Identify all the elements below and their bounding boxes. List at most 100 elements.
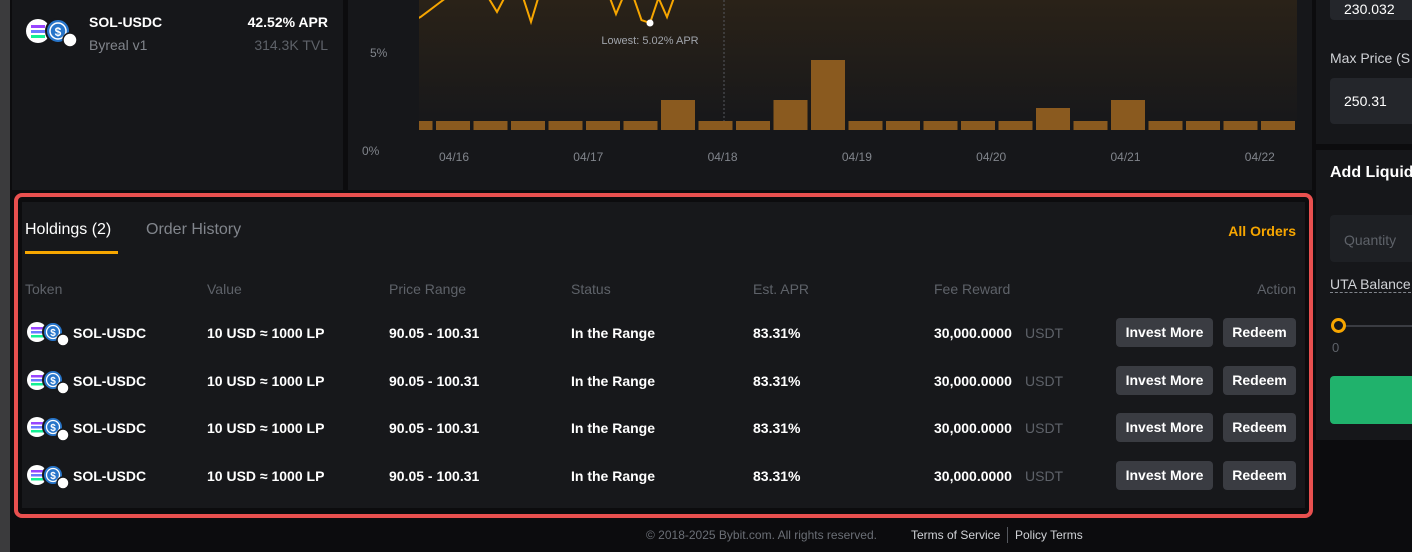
column-header: Status [571, 281, 611, 297]
footer-link[interactable]: Policy Terms [1015, 528, 1083, 542]
input[interactable] [1330, 0, 1412, 20]
est-apr: 83.31% [753, 325, 801, 341]
bar [773, 100, 808, 130]
footer-link[interactable]: Terms of Service [911, 528, 1001, 542]
bar [548, 121, 583, 130]
column-header: Value [207, 281, 242, 297]
y-label: 5% [370, 46, 388, 60]
bar [586, 121, 620, 130]
price-range: 90.05 - 100.31 [389, 420, 480, 436]
chart-panel: 5% 0% Lowest: 5.02% APR 04/16 04/17 04/18 0… [348, 0, 1312, 190]
x-label: 04/22 [1245, 150, 1275, 164]
value: 10 USD ≈ 1000 LP [207, 420, 325, 436]
invest-button[interactable]: Invest More [1116, 413, 1213, 442]
bar [1036, 108, 1070, 130]
bar [1148, 121, 1183, 130]
panel-title: Add Liquid [1330, 164, 1412, 181]
price-range: 90.05 - 100.31 [389, 372, 480, 389]
annotation: Lowest: 5.02% APR [601, 35, 698, 47]
svg-text:$: $ [50, 471, 56, 482]
token-icon: $ [25, 319, 71, 354]
all-orders-link[interactable]: All Orders [1228, 223, 1296, 239]
slider-track[interactable] [1338, 325, 1412, 327]
token-icon: $ [26, 18, 78, 48]
value: 10 USD ≈ 1000 LP [207, 325, 325, 341]
x-label: 04/19 [842, 150, 872, 164]
separator [1007, 527, 1008, 543]
svg-text:$: $ [55, 25, 62, 39]
bar [848, 121, 883, 130]
edge [0, 0, 10, 552]
column-header: Action [1257, 281, 1296, 297]
bar [419, 121, 433, 130]
pool-apr: 42.52% APR [247, 14, 328, 30]
plot-bg [419, 0, 1297, 130]
x-label: 04/17 [573, 150, 603, 164]
balance-label: UTA Balance [1330, 276, 1411, 293]
value: 10 USD ≈ 1000 LP [207, 372, 325, 389]
pool-tvl: 314.3K TVL [254, 37, 328, 53]
status: In the Range [571, 467, 656, 484]
fee-reward: 30,000.0000 [934, 420, 1012, 436]
value: 10 USD ≈ 1000 LP [207, 467, 325, 484]
fee-unit: USDT [1025, 420, 1064, 436]
highlight [14, 193, 1313, 518]
liquidity-panel: Add Liquid Quantity UTA Balance 0 [1316, 150, 1412, 440]
price-range: 90.05 - 100.31 [389, 467, 480, 484]
svg-text:$: $ [50, 376, 56, 387]
status: In the Range [571, 372, 656, 389]
pool-panel: $ SOL-USDC Byreal v1 42.52% APR 314.3K T… [12, 0, 343, 190]
chart: 5% 0% Lowest: 5.02% APR 04/16 04/17 04/18 0… [362, 0, 1297, 164]
x-label: 04/18 [708, 150, 738, 164]
token-icon: $ [25, 367, 71, 402]
x-label: 04/21 [1110, 150, 1140, 164]
input[interactable] [1330, 78, 1412, 124]
column-header: Token [25, 281, 63, 297]
invest-button[interactable]: Invest More [1116, 365, 1213, 395]
bar [511, 121, 545, 130]
bar [886, 121, 920, 130]
est-apr: 83.31% [753, 420, 801, 436]
column-header: Fee Reward [934, 281, 1011, 297]
bar [811, 60, 845, 130]
est-apr: 83.31% [753, 372, 801, 389]
status: In the Range [571, 325, 656, 341]
invest-button[interactable]: Invest More [1116, 318, 1213, 347]
x-label: 04/20 [976, 150, 1006, 164]
redeem-button[interactable]: Redeem [1223, 413, 1296, 442]
min-price: 230.032 [1344, 1, 1395, 17]
fee-unit: USDT [1025, 372, 1064, 389]
submit-button[interactable] [1330, 376, 1412, 424]
x-label: 04/16 [439, 150, 469, 164]
input[interactable] [1330, 215, 1412, 262]
holdings-panel: Holdings (2) Order History All Orders To… [22, 202, 1305, 508]
invest-button[interactable]: Invest More [1116, 460, 1213, 490]
copyright: © 2018-2025 Bybit.com. All rights reserv… [646, 528, 877, 542]
slider-thumb[interactable] [1331, 318, 1346, 333]
redeem-button[interactable]: Redeem [1223, 460, 1296, 490]
price-range: 90.05 - 100.31 [389, 325, 480, 341]
redeem-button[interactable]: Redeem [1223, 365, 1296, 395]
status: In the Range [571, 420, 656, 436]
bar [1261, 121, 1295, 130]
token: SOL-USDC [73, 325, 147, 341]
bar [1186, 121, 1220, 130]
est-apr: 83.31% [753, 467, 801, 484]
fee-unit: USDT [1025, 467, 1064, 484]
slider-min: 0 [1332, 340, 1340, 355]
bar [436, 121, 470, 130]
column-header: Price Range [389, 281, 467, 297]
tab-underline [25, 251, 118, 254]
quantity-placeholder: Quantity [1344, 232, 1397, 248]
tab-active[interactable]: Holdings (2) [25, 221, 112, 238]
max-price: 250.31 [1344, 93, 1387, 109]
lowest-point [646, 19, 654, 27]
y-label: 0% [362, 144, 380, 158]
tab[interactable]: Order History [146, 221, 242, 238]
redeem-button[interactable]: Redeem [1223, 318, 1296, 347]
bar [473, 121, 508, 130]
apr-line [419, 0, 675, 26]
bar [1223, 121, 1258, 130]
fee-unit: USDT [1025, 325, 1064, 341]
